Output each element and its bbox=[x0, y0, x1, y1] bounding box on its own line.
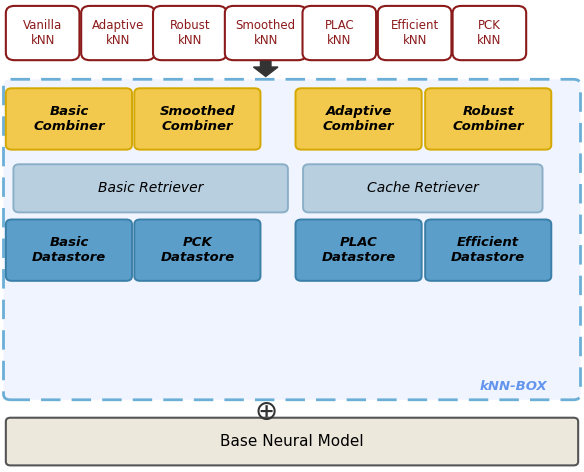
Text: Efficient
kNN: Efficient kNN bbox=[391, 19, 439, 47]
Text: PCK
Datastore: PCK Datastore bbox=[160, 236, 235, 264]
Text: Smoothed
Combiner: Smoothed Combiner bbox=[159, 105, 235, 133]
FancyBboxPatch shape bbox=[303, 164, 543, 212]
FancyBboxPatch shape bbox=[378, 6, 451, 60]
Text: PLAC
kNN: PLAC kNN bbox=[325, 19, 354, 47]
FancyBboxPatch shape bbox=[6, 219, 132, 281]
FancyBboxPatch shape bbox=[225, 6, 307, 60]
Text: Robust
Combiner: Robust Combiner bbox=[453, 105, 524, 133]
Polygon shape bbox=[253, 61, 278, 76]
Text: PLAC
Datastore: PLAC Datastore bbox=[321, 236, 396, 264]
Text: Robust
kNN: Robust kNN bbox=[169, 19, 210, 47]
Text: Basic Retriever: Basic Retriever bbox=[98, 181, 203, 195]
FancyBboxPatch shape bbox=[425, 219, 551, 281]
FancyBboxPatch shape bbox=[4, 79, 580, 400]
FancyBboxPatch shape bbox=[153, 6, 227, 60]
Text: PCK
kNN: PCK kNN bbox=[477, 19, 502, 47]
Text: Vanilla
kNN: Vanilla kNN bbox=[23, 19, 62, 47]
FancyBboxPatch shape bbox=[296, 219, 422, 281]
FancyBboxPatch shape bbox=[13, 164, 288, 212]
FancyBboxPatch shape bbox=[6, 6, 79, 60]
Text: Basic
Datastore: Basic Datastore bbox=[32, 236, 106, 264]
Text: Efficient
Datastore: Efficient Datastore bbox=[451, 236, 526, 264]
Text: Adaptive
kNN: Adaptive kNN bbox=[92, 19, 144, 47]
FancyBboxPatch shape bbox=[296, 88, 422, 150]
Text: Cache Retriever: Cache Retriever bbox=[367, 181, 479, 195]
Text: Base Neural Model: Base Neural Model bbox=[220, 434, 364, 449]
FancyBboxPatch shape bbox=[134, 88, 260, 150]
Text: Smoothed
kNN: Smoothed kNN bbox=[236, 19, 296, 47]
FancyBboxPatch shape bbox=[453, 6, 526, 60]
FancyBboxPatch shape bbox=[6, 88, 132, 150]
FancyBboxPatch shape bbox=[425, 88, 551, 150]
FancyBboxPatch shape bbox=[303, 6, 376, 60]
FancyBboxPatch shape bbox=[6, 418, 578, 465]
Text: ⊕: ⊕ bbox=[254, 397, 277, 426]
FancyBboxPatch shape bbox=[134, 219, 260, 281]
Text: Basic
Combiner: Basic Combiner bbox=[33, 105, 105, 133]
Text: Adaptive
Combiner: Adaptive Combiner bbox=[323, 105, 394, 133]
Text: kNN-BOX: kNN-BOX bbox=[480, 379, 548, 393]
FancyBboxPatch shape bbox=[81, 6, 155, 60]
